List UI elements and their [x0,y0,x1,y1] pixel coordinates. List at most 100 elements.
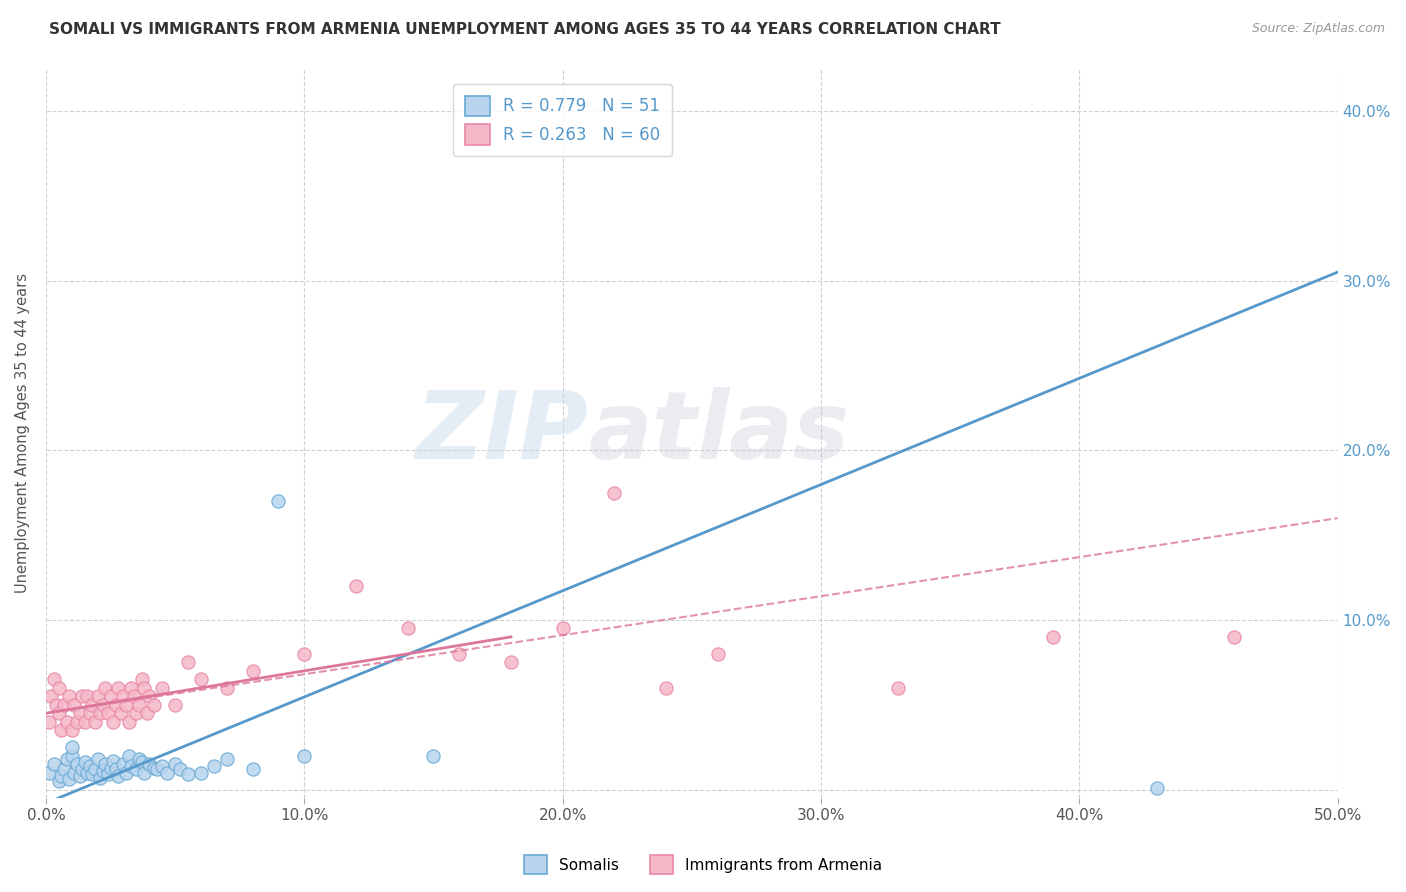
Point [449,647,471,661]
Point [107,681,129,695]
Point [215,752,238,766]
Point [53,698,76,712]
Text: Source: ZipAtlas.com: Source: ZipAtlas.com [1251,22,1385,36]
Point [120,759,142,773]
Point [86,690,108,704]
Point [82,698,104,712]
Point [131,673,153,687]
Point [97,767,120,781]
Point [122,690,145,704]
Legend: Somalis, Immigrants from Armenia: Somalis, Immigrants from Armenia [517,849,889,880]
Point [138,690,160,704]
Point [79,706,101,721]
Point [70,762,93,776]
Point [125,706,148,721]
Point [100,690,122,704]
Point [55,714,77,729]
Point [292,748,315,763]
Point [53,762,76,776]
Point [63,698,86,712]
Point [125,762,148,776]
Point [150,759,173,773]
Point [143,760,166,774]
Point [190,673,212,687]
Point [165,757,187,772]
Point [82,767,104,781]
Point [66,757,89,772]
Point [79,759,101,773]
Point [1146,780,1168,795]
Point [190,765,212,780]
Point [76,690,98,704]
Point [69,769,91,783]
Text: SOMALI VS IMMIGRANTS FROM ARMENIA UNEMPLOYMENT AMONG AGES 35 TO 44 YEARS CORRELA: SOMALI VS IMMIGRANTS FROM ARMENIA UNEMPL… [49,22,1001,37]
Point [38,765,60,780]
Point [134,681,156,695]
Point [1042,630,1064,644]
Point [51,723,73,738]
Point [38,714,60,729]
Point [73,756,96,770]
Point [115,765,138,780]
Point [76,765,98,780]
Point [51,769,73,783]
Point [101,754,124,768]
Point [73,714,96,729]
Point [156,765,179,780]
Point [91,698,114,712]
Point [396,621,419,635]
Point [267,494,290,508]
Point [422,748,444,763]
Point [165,698,187,712]
Point [112,757,135,772]
Legend: R = 0.779   N = 51, R = 0.263   N = 60: R = 0.779 N = 51, R = 0.263 N = 60 [453,84,672,156]
Point [135,706,157,721]
Point [63,765,86,780]
Point [101,714,124,729]
Point [107,769,129,783]
Point [177,767,200,781]
Point [45,698,67,712]
Y-axis label: Unemployment Among Ages 35 to 44 years: Unemployment Among Ages 35 to 44 years [15,273,30,593]
Point [84,762,107,776]
Point [89,706,111,721]
Point [86,752,108,766]
Point [55,752,77,766]
Point [134,765,156,780]
Point [292,647,315,661]
Point [887,681,910,695]
Point [89,771,111,785]
Point [48,774,70,789]
Point [120,681,142,695]
Point [146,762,169,776]
Point [215,681,238,695]
Text: ZIP: ZIP [416,387,589,479]
Point [344,579,367,593]
Point [499,656,522,670]
Point [58,690,80,704]
Point [150,681,173,695]
Point [84,714,107,729]
Point [60,740,83,755]
Point [94,681,117,695]
Point [48,681,70,695]
Point [91,764,114,778]
Point [42,673,65,687]
Point [70,690,93,704]
Point [242,664,264,678]
Point [94,757,117,772]
Point [110,706,132,721]
Point [100,760,122,774]
Point [603,485,626,500]
Text: atlas: atlas [589,387,849,479]
Point [128,752,150,766]
Point [143,698,166,712]
Point [128,698,150,712]
Point [69,706,91,721]
Point [97,706,120,721]
Point [202,759,225,773]
Point [39,690,62,704]
Point [104,762,127,776]
Point [117,714,139,729]
Point [1223,630,1246,644]
